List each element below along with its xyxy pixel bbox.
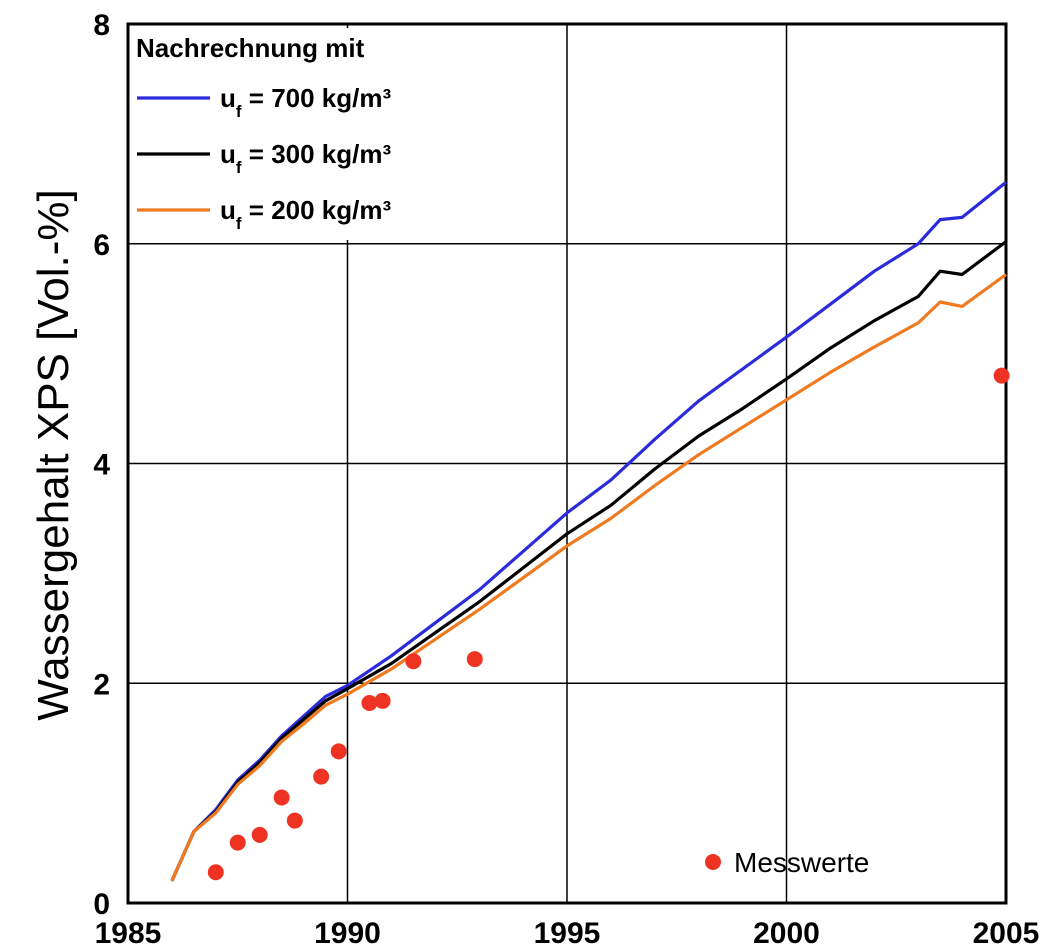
measurement-points — [207, 367, 1010, 881]
data-point — [251, 826, 268, 843]
y-tick-label: 0 — [93, 888, 110, 921]
measurement-legend: Messwerte — [705, 847, 869, 878]
legend-label: uf = 300 kg/m³ — [220, 139, 391, 177]
x-tick-label: 1985 — [95, 917, 162, 950]
data-point — [330, 743, 347, 760]
series-line — [170, 273, 1007, 882]
series-lines — [170, 180, 1008, 882]
data-point — [286, 812, 303, 829]
y-tick-label: 2 — [93, 668, 110, 701]
legend-title: Nachrechnung mit — [136, 33, 365, 63]
x-tick-label: 1990 — [314, 917, 381, 950]
x-tick-label: 2000 — [753, 917, 820, 950]
x-tick-label: 1995 — [534, 917, 601, 950]
y-axis-label: Wassergehalt XPS [Vol.-%] — [29, 189, 78, 720]
y-tick-labels: 0 2 4 6 8 — [93, 9, 110, 921]
measurement-legend-label: Messwerte — [734, 847, 869, 878]
data-point — [466, 651, 483, 668]
x-tick-label: 2005 — [973, 917, 1040, 950]
x-tick-labels: 1985 1990 1995 2000 2005 — [95, 917, 1040, 950]
legend-background — [130, 28, 470, 240]
y-tick-label: 6 — [93, 229, 110, 262]
data-point — [313, 768, 330, 785]
y-tick-label: 8 — [93, 9, 110, 42]
data-point — [993, 367, 1010, 384]
legend: Nachrechnung mit uf = 700 kg/m³ uf = 300 … — [130, 28, 470, 240]
data-point — [229, 834, 246, 851]
y-tick-label: 4 — [93, 449, 110, 482]
legend-label: uf = 200 kg/m³ — [220, 195, 391, 233]
plot-frame — [126, 22, 1008, 905]
series-line — [170, 240, 1007, 882]
data-point — [207, 864, 224, 881]
data-point — [273, 789, 290, 806]
data-point — [361, 695, 378, 712]
legend-label: uf = 700 kg/m³ — [220, 83, 391, 121]
data-point — [374, 692, 391, 709]
measurement-legend-marker — [705, 854, 721, 870]
data-point — [405, 653, 422, 670]
